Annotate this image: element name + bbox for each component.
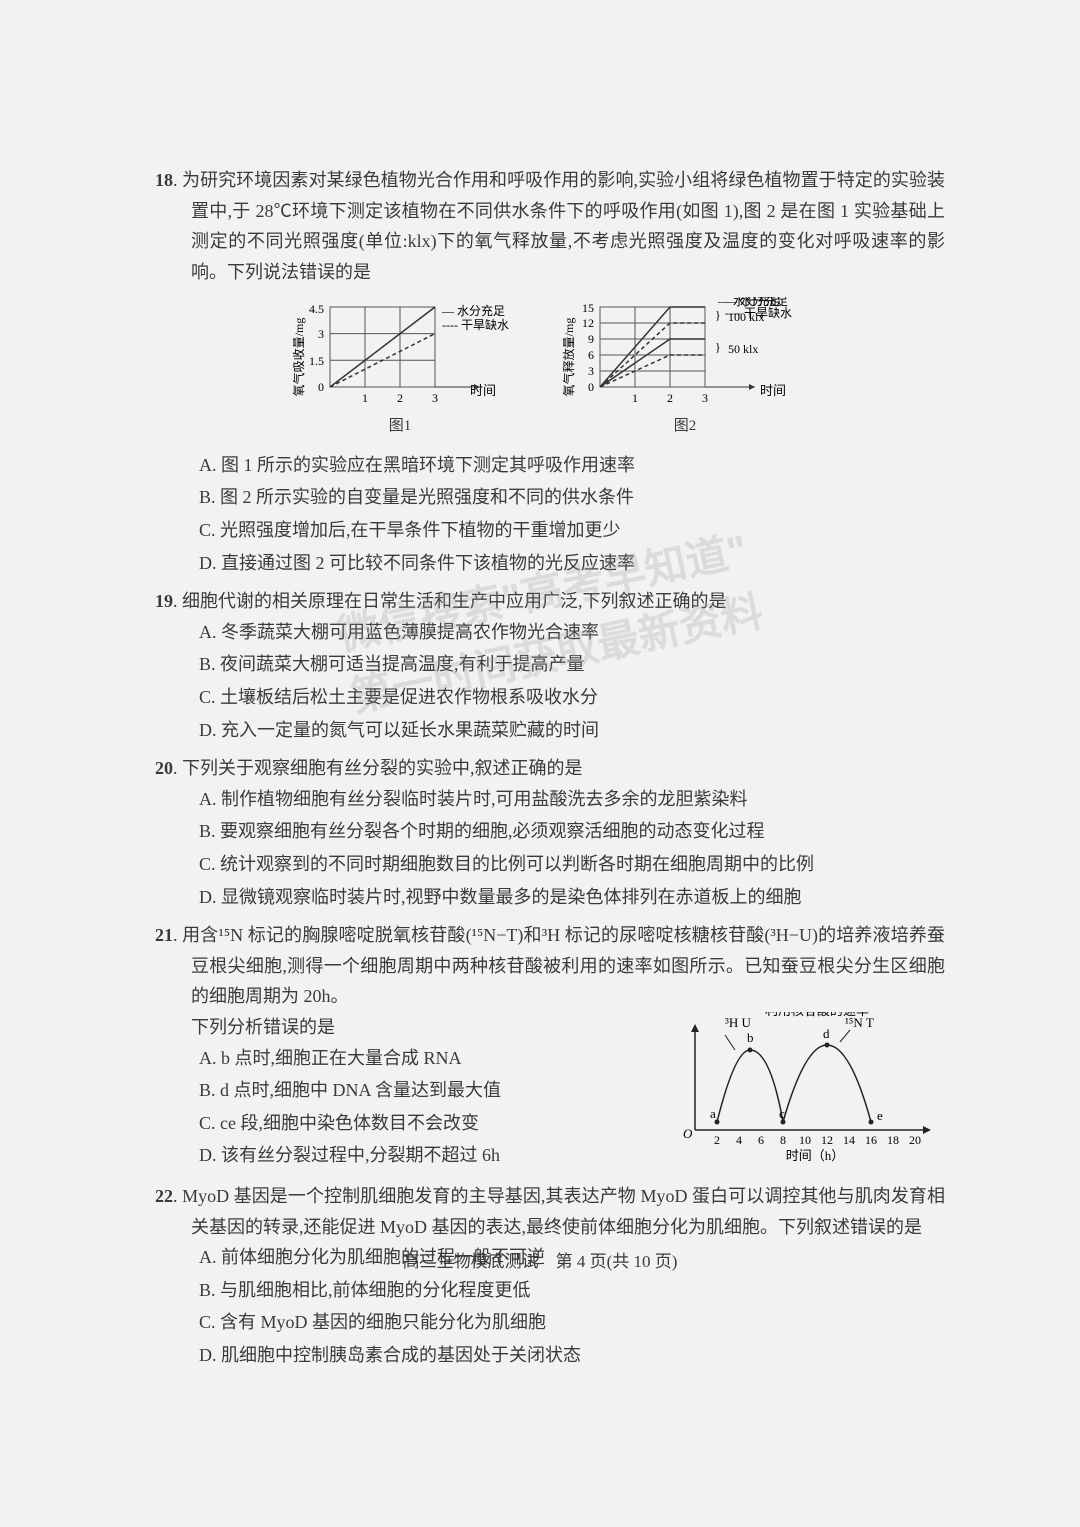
q19-num: 19 xyxy=(155,591,173,611)
svg-text:6: 6 xyxy=(758,1133,764,1147)
q18-opt-d: D. 直接通过图 2 可比较不同条件下该植物的光反应速率 xyxy=(199,548,945,579)
q19-opt-a: A. 冬季蔬菜大棚可用蓝色薄膜提高农作物光合速率 xyxy=(199,617,945,648)
chart2-caption: 图2 xyxy=(674,414,697,440)
q21-header: 21. 用含¹⁵N 标记的胸腺嘧啶脱氧核苷酸(¹⁵N−T)和³H 标记的尿嘧啶核… xyxy=(155,920,945,1012)
q19-opt-c: C. 土壤板结后松土主要是促进农作物根系吸收水分 xyxy=(199,682,945,713)
q18-text: . 为研究环境因素对某绿色植物光合作用和呼吸作用的影响,实验小组将绿色植物置于特… xyxy=(173,170,945,282)
q20-opt-c: C. 统计观察到的不同时期细胞数目的比例可以判断各时期在细胞周期中的比例 xyxy=(199,849,945,880)
q21-chart: a b c d e ³H U ¹⁵N T O xyxy=(665,1012,945,1173)
q21-left-label: ³H U xyxy=(725,1015,752,1030)
svg-text:2: 2 xyxy=(667,391,673,405)
svg-text:0: 0 xyxy=(318,380,324,394)
q20-text: . 下列关于观察细胞有丝分裂的实验中,叙述正确的是 xyxy=(173,758,583,778)
q21-xlabel: 时间（h） xyxy=(786,1148,845,1162)
q21-num: 21 xyxy=(155,925,173,945)
chart1-xlabel: 时间 xyxy=(470,383,496,398)
q18-num: 18 xyxy=(155,170,173,190)
svg-text:O: O xyxy=(683,1126,693,1141)
q18-opt-b: B. 图 2 所示实验的自变量是光照强度和不同的供水条件 xyxy=(199,482,945,513)
q18-options: A. 图 1 所示的实验应在黑暗环境下测定其呼吸作用速率 B. 图 2 所示实验… xyxy=(155,450,945,578)
q20-opt-b: B. 要观察细胞有丝分裂各个时期的细胞,必须观察活细胞的动态变化过程 xyxy=(199,816,945,847)
q19-header: 19. 细胞代谢的相关原理在日常生活和生产中应用广泛,下列叙述正确的是 xyxy=(155,586,945,617)
q20-options: A. 制作植物细胞有丝分裂临时装片时,可用盐酸洗去多余的龙胆紫染料 B. 要观察… xyxy=(155,784,945,912)
chart2-svg: 0 3 6 9 12 15 1 2 3 时间 } 100 klx } xyxy=(555,297,815,412)
q21-svg: a b c d e ³H U ¹⁵N T O xyxy=(665,1012,945,1162)
q21-ytitle: 利用核苷酸的速率 xyxy=(765,1012,869,1018)
q21-opt-b: B. d 点时,细胞中 DNA 含量达到最大值 xyxy=(199,1075,645,1106)
svg-text:12: 12 xyxy=(582,316,594,330)
q20-opt-a: A. 制作植物细胞有丝分裂临时装片时,可用盐酸洗去多余的龙胆紫染料 xyxy=(199,784,945,815)
svg-text:e: e xyxy=(877,1108,883,1123)
svg-text:3: 3 xyxy=(588,364,594,378)
q19-opt-d: D. 充入一定量的氮气可以延长水果蔬菜贮藏的时间 xyxy=(199,715,945,746)
chart2-l2: ---- 干旱缺水 xyxy=(725,305,792,320)
question-20: 20. 下列关于观察细胞有丝分裂的实验中,叙述正确的是 A. 制作植物细胞有丝分… xyxy=(155,753,945,912)
svg-text:15: 15 xyxy=(582,301,594,315)
q21-opt-c: C. ce 段,细胞中染色体数目不会改变 xyxy=(199,1108,645,1139)
question-18: 18. 为研究环境因素对某绿色植物光合作用和呼吸作用的影响,实验小组将绿色植物置… xyxy=(155,165,945,578)
page-footer: 高三生物模底测试 第 4 页(共 10 页) xyxy=(0,1248,1080,1277)
svg-text:2: 2 xyxy=(397,391,403,405)
q22-text: . MyoD 基因是一个控制肌细胞发育的主导基因,其表达产物 MyoD 蛋白可以… xyxy=(173,1186,945,1237)
svg-text:4: 4 xyxy=(736,1133,742,1147)
q22-num: 22 xyxy=(155,1186,173,1206)
q18-chart1: 0 1.5 3 4.5 1 2 3 时间 — 水分充足 ---- 干旱缺水 xyxy=(285,297,515,440)
q20-header: 20. 下列关于观察细胞有丝分裂的实验中,叙述正确的是 xyxy=(155,753,945,784)
svg-text:3: 3 xyxy=(702,391,708,405)
q22-header: 22. MyoD 基因是一个控制肌细胞发育的主导基因,其表达产物 MyoD 蛋白… xyxy=(155,1181,945,1242)
svg-text:4.5: 4.5 xyxy=(309,302,324,316)
svg-text:c: c xyxy=(779,1106,785,1121)
q20-num: 20 xyxy=(155,758,173,778)
svg-text:3: 3 xyxy=(318,327,324,341)
q18-opt-a: A. 图 1 所示的实验应在黑暗环境下测定其呼吸作用速率 xyxy=(199,450,945,481)
svg-text:1: 1 xyxy=(362,391,368,405)
chart1-svg: 0 1.5 3 4.5 1 2 3 时间 — 水分充足 ---- 干旱缺水 xyxy=(285,297,515,412)
q19-text: . 细胞代谢的相关原理在日常生活和生产中应用广泛,下列叙述正确的是 xyxy=(173,591,727,611)
q21-opt-d: D. 该有丝分裂过程中,分裂期不超过 6h xyxy=(199,1140,645,1171)
q18-header: 18. 为研究环境因素对某绿色植物光合作用和呼吸作用的影响,实验小组将绿色植物置… xyxy=(155,165,945,287)
svg-text:9: 9 xyxy=(588,332,594,346)
svg-text:d: d xyxy=(823,1026,830,1041)
chart1-ylabel: 氧气吸收量/mg xyxy=(291,318,306,397)
svg-text:16: 16 xyxy=(865,1133,877,1147)
question-19: 19. 细胞代谢的相关原理在日常生活和生产中应用广泛,下列叙述正确的是 A. 冬… xyxy=(155,586,945,745)
svg-text:3: 3 xyxy=(432,391,438,405)
chart2-xlabel: 时间 xyxy=(760,383,786,398)
svg-text:20: 20 xyxy=(909,1133,921,1147)
svg-text:1: 1 xyxy=(632,391,638,405)
q21-options: A. b 点时,细胞正在大量合成 RNA B. d 点时,细胞中 DNA 含量达… xyxy=(155,1043,645,1171)
svg-text:6: 6 xyxy=(588,348,594,362)
q21-opt-a: A. b 点时,细胞正在大量合成 RNA xyxy=(199,1043,645,1074)
q22-opt-b: B. 与肌细胞相比,前体细胞的分化程度更低 xyxy=(199,1275,945,1306)
chart1-legend1: — 水分充足 xyxy=(441,303,505,318)
chart1-caption: 图1 xyxy=(389,414,412,440)
chart2-50klx: 50 klx xyxy=(728,342,758,356)
q18-chart2: 0 3 6 9 12 15 1 2 3 时间 } 100 klx } xyxy=(555,297,815,440)
svg-text:14: 14 xyxy=(843,1133,855,1147)
q20-opt-d: D. 显微镜观察临时装片时,视野中数量最多的是染色体排列在赤道板上的细胞 xyxy=(199,882,945,913)
q18-opt-c: C. 光照强度增加后,在干旱条件下植物的干重增加更少 xyxy=(199,515,945,546)
q18-charts: 0 1.5 3 4.5 1 2 3 时间 — 水分充足 ---- 干旱缺水 xyxy=(155,297,945,440)
q22-opt-c: C. 含有 MyoD 基因的细胞只能分化为肌细胞 xyxy=(199,1307,945,1338)
svg-text:2: 2 xyxy=(714,1133,720,1147)
svg-text:b: b xyxy=(747,1030,754,1045)
svg-text:0: 0 xyxy=(588,380,594,394)
q21-text1: . 用含¹⁵N 标记的胸腺嘧啶脱氧核苷酸(¹⁵N−T)和³H 标记的尿嘧啶核糖核… xyxy=(173,925,945,1006)
question-21: 21. 用含¹⁵N 标记的胸腺嘧啶脱氧核苷酸(¹⁵N−T)和³H 标记的尿嘧啶核… xyxy=(155,920,945,1173)
svg-text:a: a xyxy=(710,1106,716,1121)
q19-options: A. 冬季蔬菜大棚可用蓝色薄膜提高农作物光合速率 B. 夜间蔬菜大棚可适当提高温… xyxy=(155,617,945,745)
svg-text:}: } xyxy=(715,340,721,354)
q22-opt-d: D. 肌细胞中控制胰岛素合成的基因处于关闭状态 xyxy=(199,1340,945,1371)
chart2-ylabel: 氧气释放量/mg xyxy=(561,318,576,397)
svg-text:8: 8 xyxy=(780,1133,786,1147)
chart1-legend2: ---- 干旱缺水 xyxy=(442,317,509,332)
svg-text:1.5: 1.5 xyxy=(309,354,324,368)
svg-text:10: 10 xyxy=(799,1133,811,1147)
svg-text:18: 18 xyxy=(887,1133,899,1147)
svg-text:}: } xyxy=(715,308,721,322)
q19-opt-b: B. 夜间蔬菜大棚可适当提高温度,有利于提高产量 xyxy=(199,649,945,680)
q21-text2: 下列分析错误的是 xyxy=(155,1012,645,1043)
svg-text:12: 12 xyxy=(821,1133,833,1147)
